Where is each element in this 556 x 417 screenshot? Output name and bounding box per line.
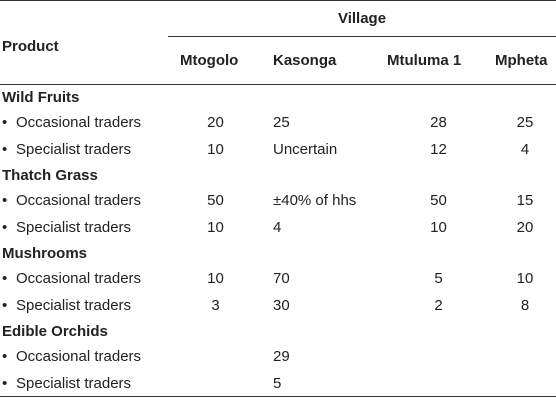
- cell-kasonga: 4: [273, 218, 282, 236]
- table-row: • Occasional traders 20 25 28 25: [0, 110, 556, 137]
- category-label-mushrooms: Mushrooms: [2, 244, 88, 262]
- bullet-icon: •: [2, 348, 8, 366]
- column-header-kasonga: Kasonga: [263, 36, 383, 85]
- row-label: • Occasional traders: [0, 110, 168, 137]
- bullet-icon: •: [2, 270, 8, 288]
- row-label-text: Occasional traders: [16, 114, 142, 132]
- category-label-wild-fruits: Wild Fruits: [2, 88, 80, 106]
- category-row: Thatch Grass: [0, 163, 556, 188]
- cell-kasonga: 30: [273, 296, 290, 314]
- bullet-icon: •: [2, 114, 8, 132]
- column-header-mpheta: Mpheta: [494, 36, 556, 85]
- cell-mtogolo: 20: [207, 114, 224, 132]
- cell-mpheta: 15: [516, 192, 534, 210]
- cell-kasonga: 70: [273, 270, 290, 288]
- row-label-text: Occasional traders: [16, 270, 142, 288]
- row-label: • Occasional traders: [0, 344, 168, 371]
- category-row: Edible Orchids: [0, 319, 556, 344]
- row-label: • Specialist traders: [0, 370, 168, 397]
- cell-mtogolo: 10: [207, 140, 224, 158]
- cell-mtogolo: [168, 370, 263, 397]
- cell-mtuluma-1: 50: [430, 192, 447, 210]
- row-label-text: Specialist traders: [16, 218, 132, 236]
- cell-kasonga: 29: [273, 348, 290, 366]
- row-label-text: Occasional traders: [16, 192, 142, 210]
- village-header: Village: [168, 0, 556, 37]
- bullet-icon: •: [2, 140, 8, 158]
- cell-kasonga: ±40% of hhs: [273, 192, 357, 210]
- category-row: Wild Fruits: [0, 85, 556, 110]
- row-label: • Specialist traders: [0, 292, 168, 319]
- row-label-text: Specialist traders: [16, 296, 132, 314]
- cell-mtuluma-1: 5: [434, 270, 443, 288]
- table-row: • Specialist traders 3 30 2 8: [0, 292, 556, 319]
- cell-mpheta: 8: [520, 296, 530, 314]
- column-header-mtogolo: Mtogolo: [168, 36, 263, 85]
- table-row: • Occasional traders 10 70 5 10: [0, 266, 556, 293]
- bullet-icon: •: [2, 218, 8, 236]
- cell-kasonga: 25: [273, 114, 290, 132]
- bullet-icon: •: [2, 296, 8, 314]
- cell-kasonga: 5: [263, 370, 383, 397]
- cell-mpheta: 25: [516, 114, 534, 132]
- category-label-edible-orchids: Edible Orchids: [2, 322, 108, 340]
- column-header-mtuluma-1: Mtuluma 1: [383, 36, 494, 85]
- row-label-text: Occasional traders: [16, 348, 142, 366]
- cell-mtuluma-1: [383, 370, 494, 397]
- header-row-top: Product Village: [0, 0, 556, 85]
- cell-mpheta: [494, 370, 556, 397]
- row-label-text: Specialist traders: [16, 140, 132, 158]
- cell-mtuluma-1: [383, 344, 494, 371]
- cell-mtuluma-1: 28: [430, 114, 447, 132]
- cell-mtogolo: 10: [207, 270, 224, 288]
- bullet-icon: •: [2, 374, 8, 392]
- cell-mtogolo: 3: [211, 296, 220, 314]
- category-row: Mushrooms: [0, 241, 556, 266]
- table-row: • Specialist traders 10 4 10 20: [0, 214, 556, 241]
- table-row: • Occasional traders 29: [0, 344, 556, 371]
- row-label: • Specialist traders: [0, 136, 168, 163]
- cell-mtogolo: 50: [207, 192, 224, 210]
- village-trade-table: Product Village Mtogolo Kasonga Mtuluma …: [0, 0, 556, 397]
- cell-mpheta: [494, 344, 556, 371]
- row-label-text: Specialist traders: [16, 374, 132, 392]
- table-row: • Specialist traders 10 Uncertain 12 4: [0, 136, 556, 163]
- row-label: • Occasional traders: [0, 188, 168, 215]
- cell-mpheta: 10: [516, 270, 534, 288]
- bullet-icon: •: [2, 192, 8, 210]
- cell-mtogolo: 10: [207, 218, 224, 236]
- row-label: • Occasional traders: [0, 266, 168, 293]
- product-header: Product: [0, 0, 168, 85]
- row-label: • Specialist traders: [0, 214, 168, 241]
- cell-mtuluma-1: 2: [434, 296, 443, 314]
- cell-mtuluma-1: 12: [430, 140, 447, 158]
- table-row: • Occasional traders 50 ±40% of hhs 50 15: [0, 188, 556, 215]
- cell-mpheta: 4: [520, 140, 530, 158]
- cell-kasonga: Uncertain: [273, 140, 338, 158]
- cell-mtuluma-1: 10: [430, 218, 447, 236]
- header-row-villages: Mtogolo Kasonga Mtuluma 1 Mpheta: [0, 36, 556, 85]
- cell-mtogolo: [168, 344, 263, 371]
- category-label-thatch-grass: Thatch Grass: [2, 166, 98, 184]
- cell-mpheta: 20: [516, 218, 534, 236]
- table-row: • Specialist traders 5: [0, 370, 556, 397]
